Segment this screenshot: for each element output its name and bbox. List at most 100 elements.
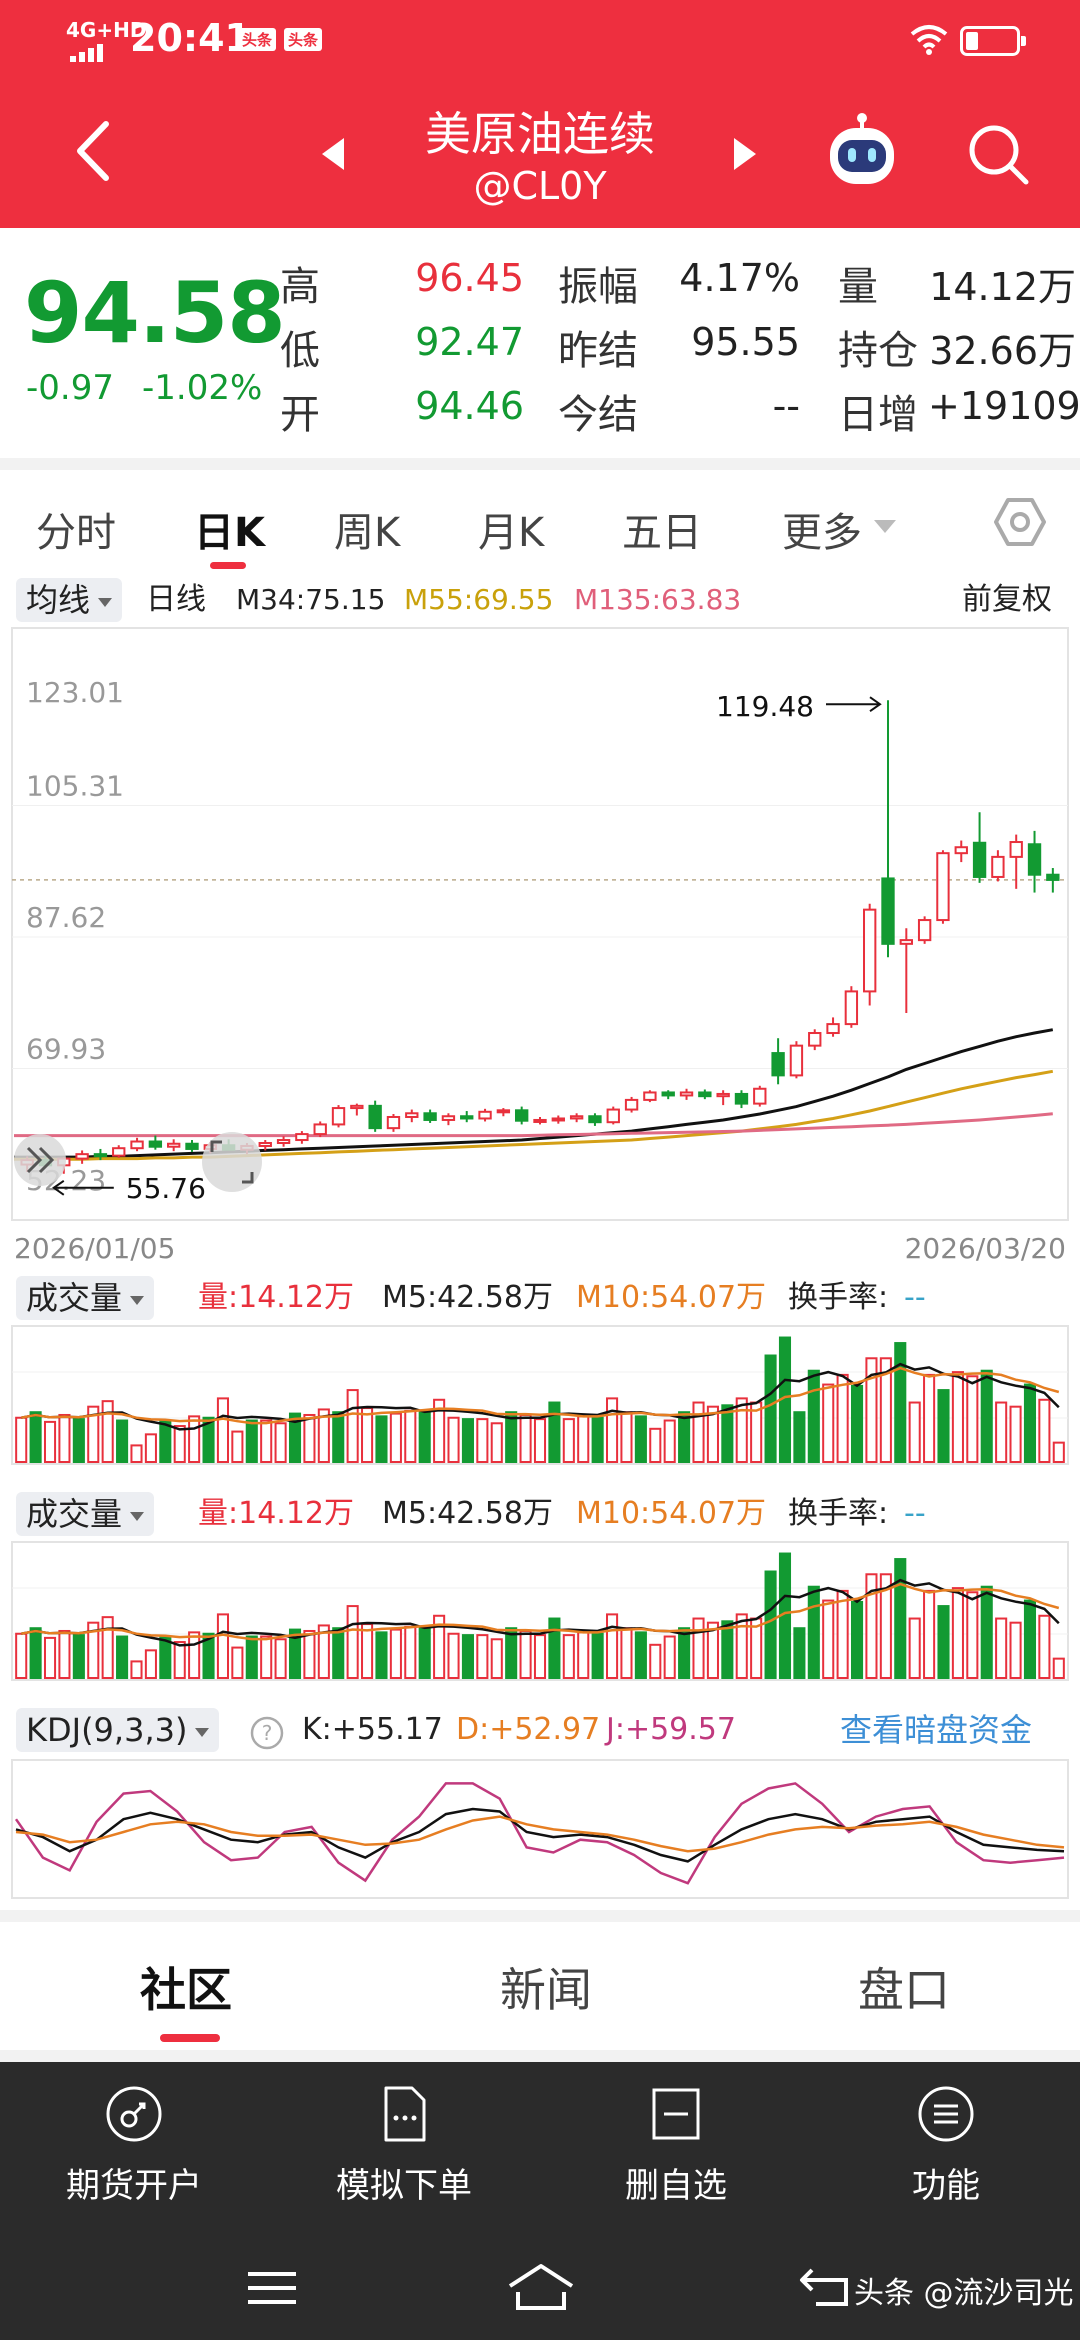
candle-body: [1046, 873, 1060, 881]
candle: [606, 1106, 620, 1125]
tab-five-day[interactable]: 五日: [622, 510, 702, 556]
candle-body: [496, 1109, 511, 1114]
candle-body: [148, 1140, 163, 1148]
home-icon[interactable]: [506, 2262, 576, 2312]
kdj-chart[interactable]: [0, 1759, 1080, 1900]
candle-body: [112, 1147, 126, 1157]
candle: [954, 840, 968, 863]
back-nav-icon[interactable]: [798, 2264, 854, 2310]
candle-body: [661, 1091, 675, 1097]
open-account-button[interactable]: 期货开户: [34, 2084, 234, 2207]
candle: [405, 1109, 419, 1123]
settings-icon[interactable]: [994, 496, 1046, 548]
tab-weekly-k[interactable]: 周K: [334, 510, 401, 556]
candle-body: [588, 1115, 602, 1124]
account-icon: [106, 2086, 162, 2142]
adjust-mode[interactable]: 前复权: [962, 582, 1052, 617]
app-header: 4G+HD 20:41 头条 头条 美原油连续 @CL0Y: [0, 0, 1080, 228]
volume-bar: [505, 1627, 518, 1680]
recent-apps-icon[interactable]: [244, 2268, 300, 2308]
functions-button[interactable]: 功能: [846, 2084, 1046, 2207]
volume-bar: [865, 1357, 878, 1463]
volume-bar: [144, 1433, 157, 1463]
robot-assistant-icon[interactable]: [826, 112, 898, 196]
fullscreen-icon[interactable]: [202, 1132, 262, 1192]
volume-bar: [735, 1397, 748, 1463]
volume-bar: [533, 1634, 547, 1680]
search-icon[interactable]: [966, 122, 1030, 186]
back-icon[interactable]: [70, 118, 114, 184]
prev-contract-icon[interactable]: [318, 136, 348, 172]
start-date-label: 2026/01/05: [14, 1232, 175, 1265]
volume-bar: [865, 1573, 878, 1679]
volume-bar: [260, 1419, 273, 1463]
volume-bar: [346, 1389, 359, 1463]
tab-daily-k[interactable]: 日K: [194, 510, 265, 556]
tab-community[interactable]: 社区: [140, 1963, 232, 2017]
more-dropdown-icon[interactable]: [874, 520, 896, 533]
candle: [258, 1140, 272, 1151]
candle: [295, 1131, 309, 1144]
candle-body: [386, 1115, 401, 1130]
volume-chart[interactable]: [0, 1325, 1080, 1466]
clock: 20:41: [130, 16, 251, 60]
candle: [1046, 868, 1060, 893]
volume-bar: [850, 1600, 864, 1679]
volume-bar: [692, 1401, 705, 1463]
ma-line-m34: [14, 1028, 1054, 1159]
candle: [75, 1150, 89, 1164]
candle-body: [551, 1117, 565, 1122]
volume-bar: [72, 1418, 85, 1464]
volume-bar: [29, 1627, 42, 1680]
candle-body: [753, 1087, 767, 1105]
volume-selector-label: 成交量: [26, 1279, 123, 1317]
ma-selector[interactable]: 均线: [16, 578, 123, 622]
volume-bar: [433, 1614, 446, 1680]
tab-more[interactable]: 更多: [782, 510, 862, 556]
next-contract-icon[interactable]: [730, 136, 760, 172]
low-label: 低: [280, 328, 320, 374]
help-icon[interactable]: ?: [250, 1716, 284, 1750]
volume-bar: [735, 1613, 748, 1679]
dark-pool-link[interactable]: 查看暗盘资金: [840, 1711, 1033, 1749]
simulate-order-button[interactable]: 模拟下单: [304, 2084, 504, 2207]
volume-selector[interactable]: 成交量: [16, 1492, 155, 1536]
open-account-label: 期货开户: [66, 2166, 202, 2206]
dropdown-icon: [130, 1511, 145, 1521]
volume-bar: [923, 1589, 936, 1680]
volume-bar: [188, 1415, 201, 1463]
volume-selector[interactable]: 成交量: [16, 1276, 155, 1320]
remove-watchlist-button[interactable]: 删自选: [576, 2084, 776, 2207]
last-price: 94.58: [24, 264, 286, 362]
tab-monthly-k[interactable]: 月K: [478, 510, 545, 556]
y-axis-label: 69.93: [26, 1032, 106, 1065]
scroll-left-handle[interactable]: [14, 1134, 66, 1186]
tab-news[interactable]: 新闻: [500, 1963, 592, 2017]
volume-ma10-line: [20, 1582, 1060, 1641]
volume-bar: [144, 1649, 157, 1679]
volume-bar: [706, 1405, 719, 1464]
volume-chart-2[interactable]: [0, 1541, 1080, 1682]
kdj-selector[interactable]: KDJ(9,3,3): [16, 1708, 220, 1752]
volume-bar: [706, 1621, 719, 1680]
volume-bar: [447, 1632, 460, 1679]
volume-bar: [245, 1419, 258, 1463]
volume-bar: [764, 1354, 777, 1464]
candle: [661, 1090, 675, 1100]
volume-bar: [634, 1415, 647, 1463]
tab-intraday[interactable]: 分时: [36, 510, 116, 556]
candle-body: [313, 1123, 327, 1136]
candlestick-chart[interactable]: 123.01105.3187.6269.9352.23119.4855.7620…: [0, 626, 1080, 1282]
volume-bar: [1052, 1441, 1065, 1463]
volume-bar: [1038, 1398, 1051, 1464]
volume-bar: [476, 1418, 489, 1464]
volume-bar: [317, 1408, 330, 1463]
candle: [789, 1041, 804, 1079]
candle: [276, 1136, 291, 1147]
section-tabs: 社区 新闻 盘口: [0, 1922, 1080, 2050]
volume-bar: [533, 1418, 547, 1464]
candle-body: [460, 1115, 474, 1120]
volume-bar: [1023, 1383, 1037, 1463]
tab-order-book[interactable]: 盘口: [858, 1963, 950, 2017]
volume-bar: [1038, 1614, 1051, 1680]
